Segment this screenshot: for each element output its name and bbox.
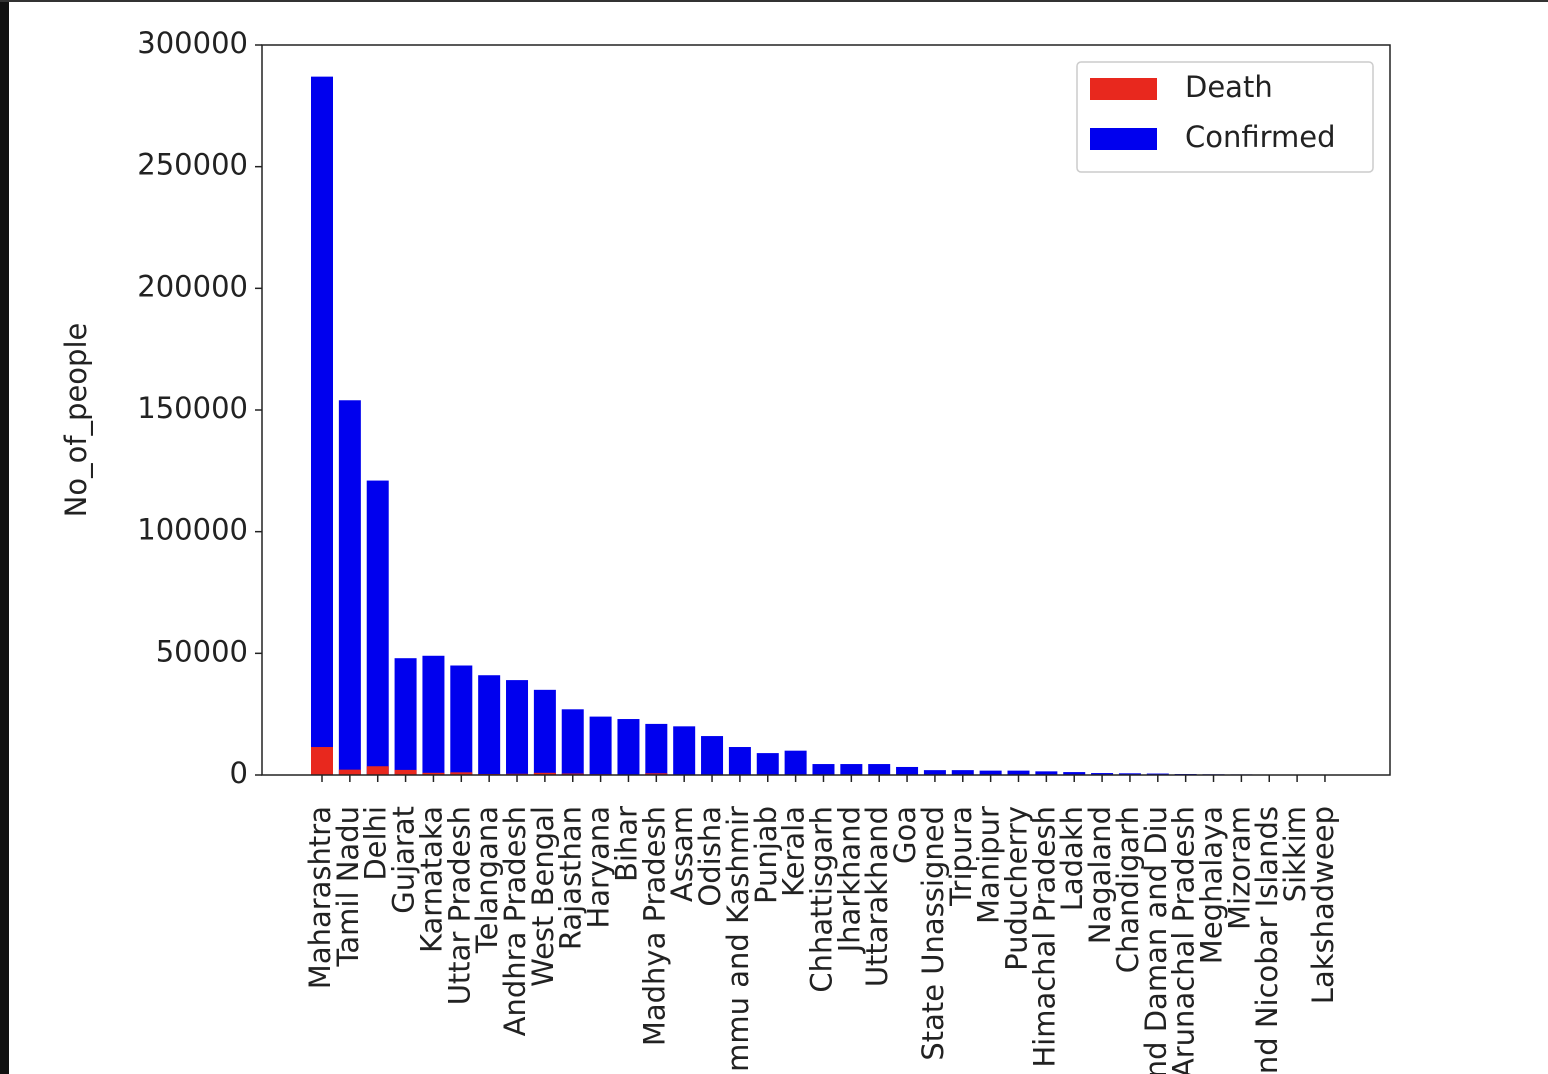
bar: [422, 655, 445, 775]
x-tick-label: Dadra and Nagar Haveli and Daman and Diu: [1139, 806, 1173, 1074]
x-tick-label: Bihar: [609, 806, 643, 882]
bar: [868, 764, 891, 775]
bar: [338, 769, 361, 775]
x-tick-label: Kerala: [777, 806, 811, 897]
frame-edge: [0, 0, 1548, 2]
bar: [533, 689, 556, 775]
bar: [394, 658, 417, 775]
x-tick-label: Delhi: [359, 806, 393, 881]
bar: [812, 764, 835, 775]
bar: [728, 747, 751, 775]
x-tick-label: Telangana: [470, 806, 504, 954]
bar: [1035, 771, 1058, 775]
bar: [923, 770, 946, 775]
bar: [506, 680, 529, 775]
x-tick-label: Punjab: [749, 806, 783, 904]
x-tick-label: Jharkhand: [832, 806, 866, 954]
x-tick-label: Karnataka: [414, 806, 448, 953]
y-tick-label: 50000: [156, 634, 248, 668]
bar: [450, 772, 473, 775]
x-tick-label: Goa: [888, 806, 922, 864]
x-tick-label: Chhattisgarh: [804, 806, 838, 993]
plot-frame: [261, 44, 1391, 776]
y-tick-label: 100000: [137, 513, 248, 547]
x-tick-label: Andhra Pradesh: [498, 806, 532, 1036]
x-tick-label: Odisha: [693, 806, 727, 907]
bar: [645, 723, 668, 775]
x-tick-label: Lakshadweep: [1306, 806, 1340, 1004]
bar: [1007, 770, 1030, 775]
x-tick-label: Puducherry: [1000, 806, 1034, 971]
y-tick-label: 300000: [137, 26, 248, 60]
x-tick-label: Uttar Pradesh: [442, 806, 476, 1005]
y-tick-label: 250000: [137, 148, 248, 182]
x-tick-label: Jammu and Kashmir: [721, 806, 755, 1074]
bar: [366, 480, 389, 775]
bar: [896, 766, 919, 775]
x-tick-label: Nagaland: [1083, 806, 1117, 944]
x-tick-label: Meghalaya: [1195, 806, 1229, 964]
y-axis-label: No_of_people: [59, 323, 93, 518]
bar: [784, 750, 807, 775]
y-tick-label: 150000: [137, 391, 248, 425]
legend-swatch: [1090, 128, 1157, 150]
bar: [450, 665, 473, 775]
x-tick-label: West Bengal: [526, 806, 560, 987]
x-tick-label: Chandigarh: [1111, 806, 1145, 973]
bar: [311, 76, 333, 776]
x-tick-label: Tamil Nadu: [331, 806, 365, 968]
x-tick-label: Assam: [665, 806, 699, 902]
bar: [478, 675, 501, 775]
y-tick-label: 200000: [137, 269, 248, 303]
bar: [617, 719, 640, 775]
legend-swatch: [1090, 78, 1157, 100]
x-tick-label: Maharashtra: [303, 806, 337, 989]
x-tick-label: Arunachal Pradesh: [1167, 806, 1201, 1074]
bar: [561, 709, 584, 775]
x-tick-label: Rajasthan: [554, 806, 588, 950]
bar: [840, 764, 863, 775]
x-tick-label: Andaman and Nicobar Islands: [1250, 806, 1284, 1074]
x-tick-label: Ladakh: [1055, 806, 1089, 911]
bar: [338, 400, 361, 775]
bar: [701, 736, 724, 775]
x-tick-label: Tripura: [944, 806, 978, 907]
x-tick-label: State Unassigned: [916, 806, 950, 1061]
bar: [1118, 773, 1141, 775]
bar: [1091, 773, 1114, 775]
x-tick-label: Mizoram: [1222, 806, 1256, 930]
legend-label: Death: [1185, 70, 1273, 104]
bar: [394, 769, 417, 775]
bar: [756, 753, 779, 775]
x-tick-label: Madhya Pradesh: [637, 806, 671, 1046]
x-tick-label: Manipur: [972, 806, 1006, 924]
bar: [951, 770, 974, 775]
x-tick-label: Sikkim: [1278, 806, 1312, 902]
legend-label: Confirmed: [1185, 120, 1336, 154]
bar: [366, 766, 389, 775]
bar: [1063, 772, 1086, 775]
bar: [589, 716, 612, 775]
frame-edge: [0, 0, 9, 1074]
x-tick-label: Uttarakhand: [860, 806, 894, 987]
bar: [533, 772, 556, 775]
bar: [979, 770, 1002, 775]
bar: [422, 772, 445, 775]
x-tick-label: Haryana: [582, 806, 616, 929]
x-tick-label: Himachal Pradesh: [1027, 806, 1061, 1068]
bar: [673, 726, 696, 775]
bar: [645, 773, 668, 775]
x-tick-label: Gujarat: [387, 806, 421, 914]
bar: [311, 747, 333, 775]
y-tick-label: 0: [230, 756, 248, 790]
